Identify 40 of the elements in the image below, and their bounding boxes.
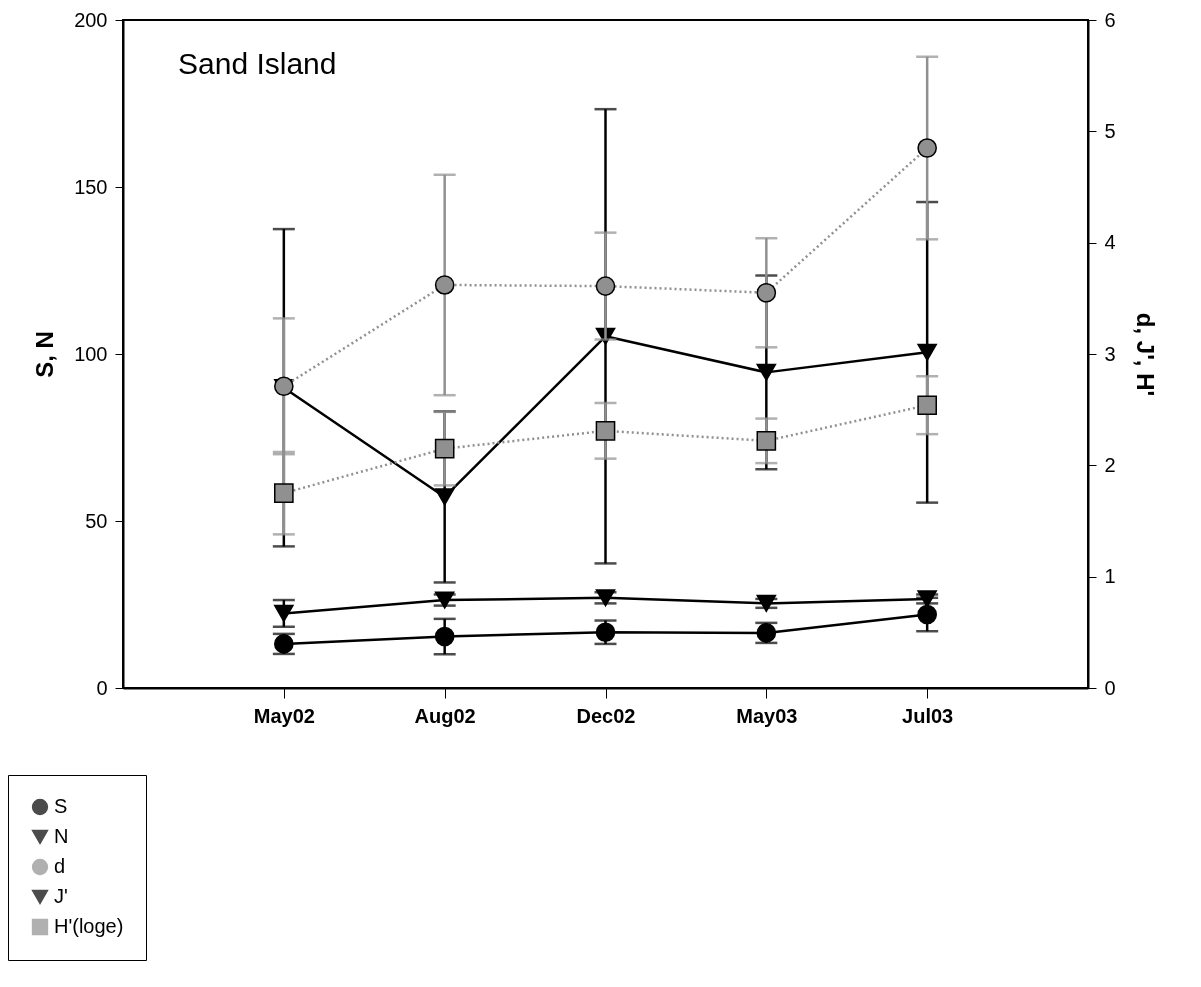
x-tick-label: Jul03 <box>902 704 954 727</box>
point <box>756 363 777 381</box>
y-tick-label: 100 <box>74 342 108 365</box>
y-tick-label: 150 <box>74 175 108 198</box>
legend-label: H'(loge) <box>54 915 124 937</box>
text: Sand Island <box>178 47 337 80</box>
point <box>434 488 455 506</box>
x-tick-label: Dec02 <box>576 704 636 727</box>
x-tick-label: May02 <box>253 704 315 727</box>
point <box>274 483 294 503</box>
y2-tick-label: 2 <box>1104 453 1116 476</box>
point <box>434 275 455 295</box>
point <box>434 438 455 459</box>
legend-label: J' <box>54 885 68 907</box>
point <box>917 604 937 625</box>
point <box>917 343 937 361</box>
x-tick-label: May03 <box>736 704 798 727</box>
point <box>756 282 777 303</box>
point <box>917 138 937 158</box>
y2-axis-title: d, J', H' <box>1131 312 1159 397</box>
y-axis-title: S, N <box>31 331 59 378</box>
point <box>434 626 455 647</box>
point <box>274 604 294 623</box>
x-tick-label: Aug02 <box>414 704 476 727</box>
y-tick-label: 0 <box>96 676 108 699</box>
y2-tick-label: 6 <box>1104 8 1116 31</box>
y-tick-label: 50 <box>85 509 108 532</box>
legend-label: d <box>54 855 66 877</box>
point <box>756 431 777 451</box>
y-tick-label: 200 <box>74 8 108 31</box>
point <box>917 395 937 416</box>
y2-tick-label: 4 <box>1104 231 1116 254</box>
point <box>595 276 616 296</box>
y2-tick-label: 5 <box>1104 119 1116 142</box>
point <box>595 420 616 441</box>
legend-label: N <box>54 825 69 847</box>
y2-tick-label: 1 <box>1104 565 1116 588</box>
legend-label: S <box>54 795 68 817</box>
y2-tick-label: 0 <box>1104 676 1116 699</box>
y2-tick-label: 3 <box>1104 342 1116 365</box>
